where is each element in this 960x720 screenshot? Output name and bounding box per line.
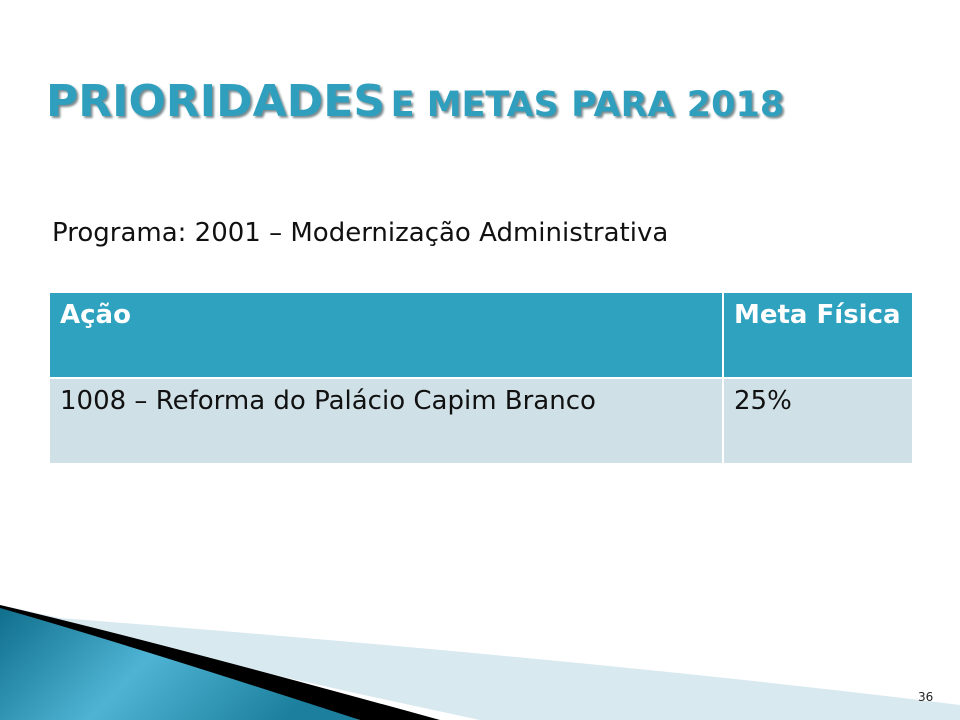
- table-header-row: Ação Meta Física: [48, 291, 914, 379]
- cell-meta: 25%: [722, 377, 914, 465]
- actions-table: Ação Meta Física 1008 – Reforma do Palác…: [48, 291, 914, 465]
- header-meta-fisica: Meta Física: [722, 291, 914, 379]
- program-label: Programa: 2001 – Modernização Administra…: [52, 218, 669, 248]
- decorative-swoosh: [0, 605, 960, 720]
- title-main: PRIORIDADES: [46, 76, 386, 127]
- table-row: 1008 – Reforma do Palácio Capim Branco 2…: [48, 377, 914, 465]
- swoosh-dark: [0, 605, 440, 720]
- swoosh-light: [0, 605, 960, 720]
- title-rest: E METAS PARA 2018: [390, 85, 785, 125]
- swoosh-blue: [0, 608, 360, 720]
- page-number: 36: [918, 690, 934, 704]
- cell-acao: 1008 – Reforma do Palácio Capim Branco: [48, 377, 724, 465]
- slide-title: PRIORIDADES E METAS PARA 2018: [46, 76, 946, 127]
- header-acao: Ação: [48, 291, 724, 379]
